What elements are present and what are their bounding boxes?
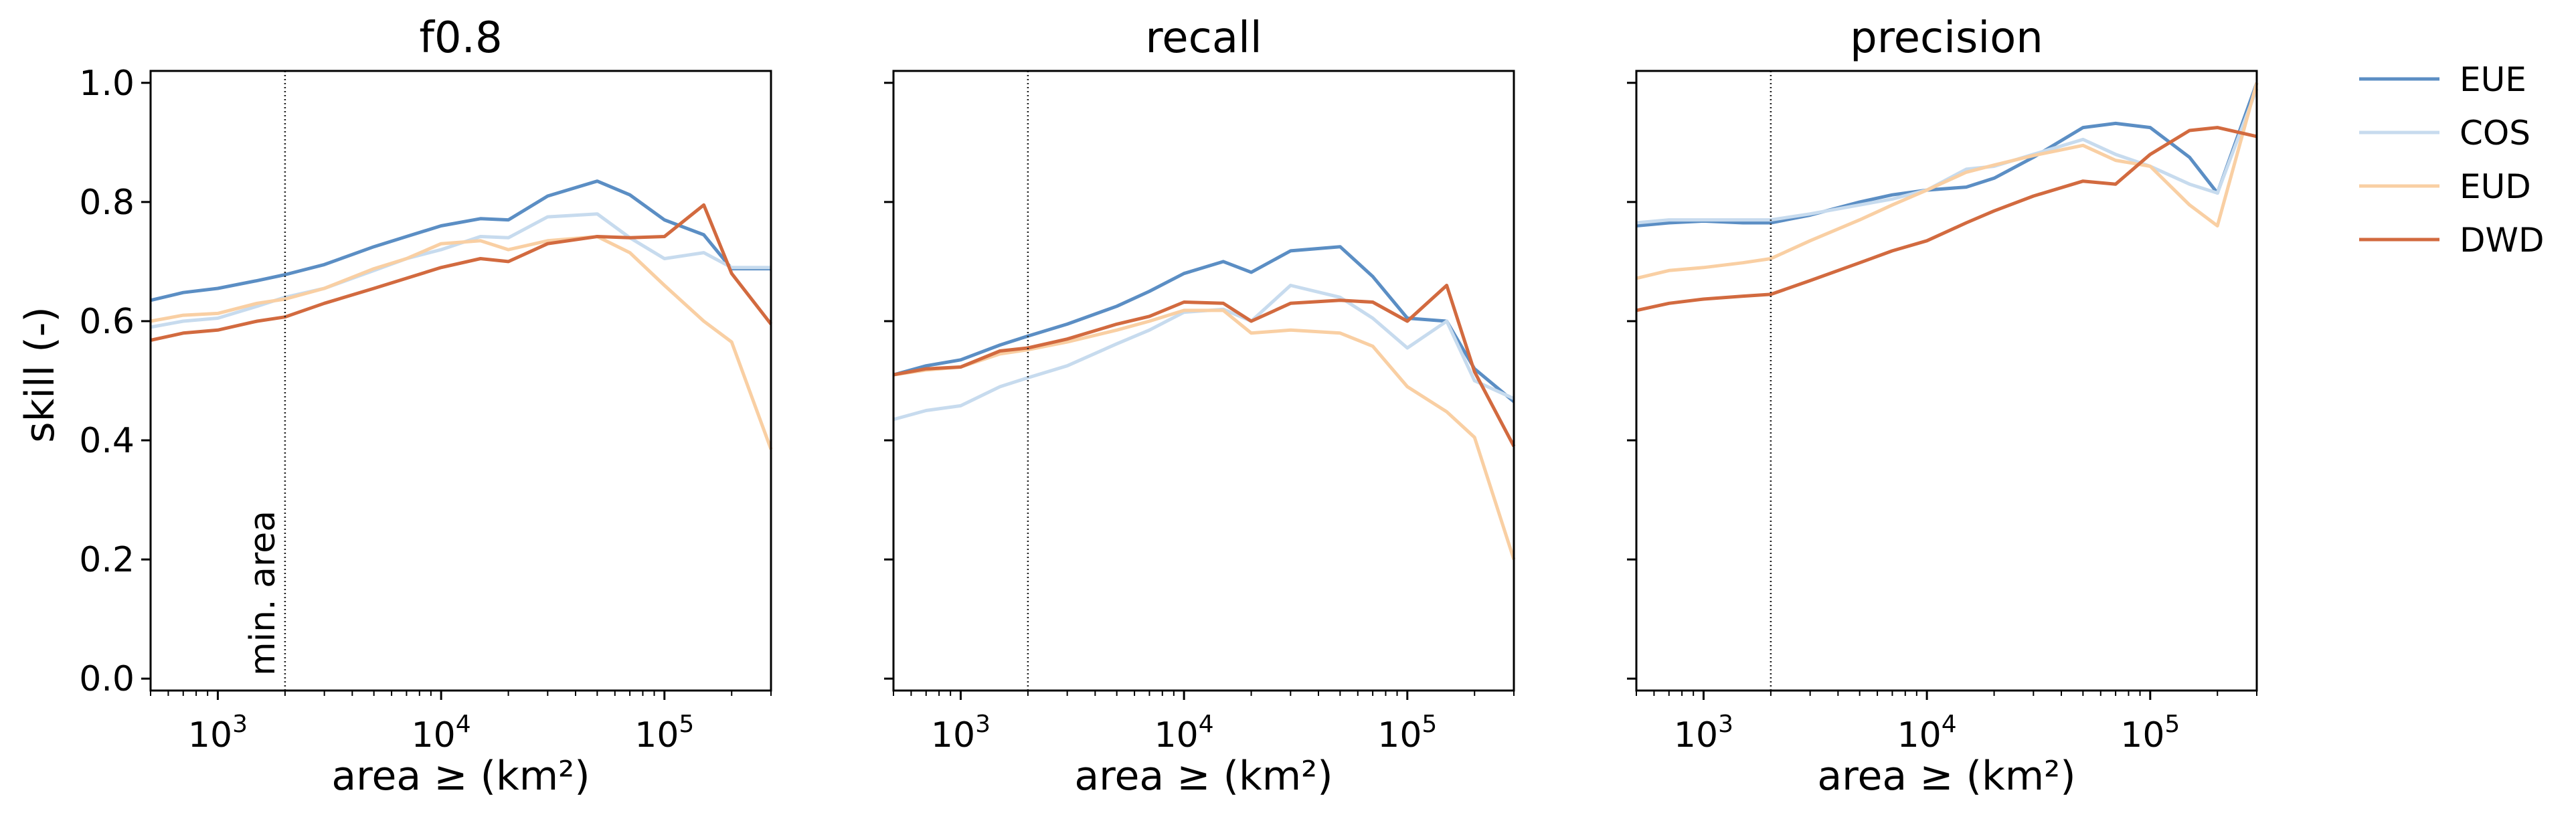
x-tick-label: 105 [1377,711,1437,755]
x-tick-label: 104 [1154,711,1214,755]
y-tick-label: 0.2 [79,540,135,580]
series-line-eud [150,235,773,450]
series-line-dwd [150,203,772,342]
series-line-eue [150,179,771,302]
panel-precision: 103 104 105 precision area ≥ (km²) [1627,13,2259,800]
x-tick-label: 105 [634,711,694,755]
legend-item-eue: EUE [2359,60,2526,99]
x-tick-label: 105 [2120,711,2180,755]
y-tick-label: 0.8 [79,183,135,223]
legend-item-dwd: DWD [2359,221,2544,260]
legend-item-cos: COS [2359,114,2530,153]
series-line-eud [1636,82,2259,280]
x-axis-label: area ≥ (km²) [1074,753,1333,800]
x-axis-label: area ≥ (km²) [331,753,590,800]
x-tick-label: 103 [931,711,991,755]
y-axis-label: skill (-) [17,306,64,443]
legend-label: EUE [2460,60,2526,99]
legend: EUE COS EUD DWD [2359,60,2544,260]
panels: min. area 0.0 0.2 0.4 0.6 0.8 1.0 103 104 105 f0.8… [79,13,2259,800]
x-tick-label: 103 [188,711,248,755]
axes-frame [1635,70,2258,692]
legend-label: DWD [2460,221,2544,260]
y-tick-label: 0.6 [79,302,135,342]
series-line-eue [1636,82,2259,228]
panel-title: precision [1850,13,2043,63]
x-tick-label: 103 [1674,711,1733,755]
panel-title: recall [1145,13,1262,63]
panel-f0-8: min. area 0.0 0.2 0.4 0.6 0.8 1.0 103 104 105 f0.8… [79,13,773,800]
axes-frame [149,70,772,692]
x-tick-label: 104 [1897,711,1957,755]
min-area-annotation: min. area [243,511,283,676]
x-axis-label: area ≥ (km²) [1817,753,2075,800]
plot-area [150,179,773,450]
x-tick-label: 104 [412,711,471,755]
series-line-dwd [893,284,1516,448]
panel-recall: 103 104 105 recall area ≥ (km²) [884,13,1516,800]
series-line-dwd [1636,126,2257,312]
legend-item-eud: EUD [2359,167,2531,206]
panel-title: f0.8 [419,13,502,63]
y-tick-label: 1.0 [79,64,135,104]
axes-frame [892,70,1515,692]
series-line-eud [893,308,1516,560]
y-tick-label: 0.4 [79,421,135,461]
y-tick-label: 0.0 [79,659,135,699]
legend-label: COS [2460,114,2530,153]
plot-area [893,245,1516,560]
plot-area [1636,82,2259,312]
legend-label: EUD [2460,167,2531,206]
series-line-eue [893,245,1515,403]
